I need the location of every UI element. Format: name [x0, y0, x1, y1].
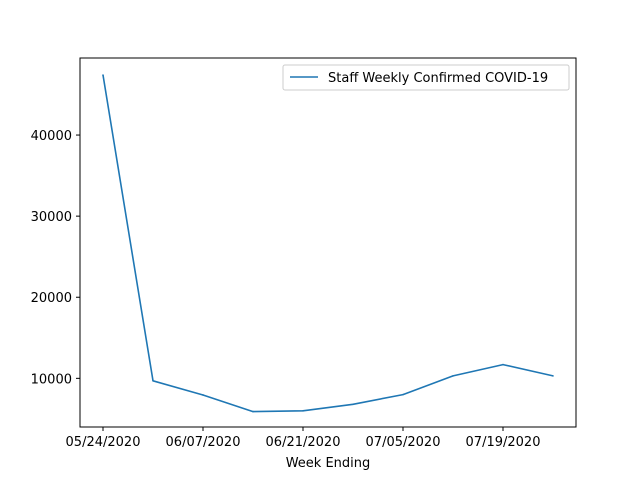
x-tick-label: 06/21/2020 [266, 435, 341, 450]
y-tick-label: 40000 [31, 129, 72, 144]
series-line [102, 74, 554, 413]
data-point [152, 379, 154, 382]
data-point [552, 375, 554, 377]
data-point [352, 403, 354, 406]
data-point [302, 409, 304, 412]
x-axis-ticks: 05/24/2020 06/07/2020 06/21/2020 07/05/2020… [66, 427, 541, 450]
x-tick-label: 05/24/2020 [66, 435, 141, 450]
legend: Staff Weekly Confirmed COVID-19 [282, 64, 570, 91]
plot-area-frame [79, 57, 577, 428]
data-point [252, 410, 254, 413]
data-point [202, 394, 204, 396]
legend-box [282, 64, 570, 91]
data-point [452, 375, 454, 377]
x-tick-label: 07/19/2020 [466, 435, 541, 450]
data-point [402, 393, 404, 396]
data-point [102, 74, 104, 76]
series-layer [102, 74, 554, 413]
x-tick-label: 06/07/2020 [166, 435, 241, 450]
legend-label: Staff Weekly Confirmed COVID-19 [328, 71, 548, 86]
data-point [502, 363, 504, 366]
x-tick-label: 07/05/2020 [366, 435, 441, 450]
y-tick-label: 20000 [31, 291, 72, 306]
x-axis-label: Week Ending [286, 456, 371, 471]
y-tick-label: 30000 [31, 210, 72, 225]
y-axis-ticks: 10000 20000 30000 40000 [31, 129, 80, 387]
y-tick-label: 10000 [31, 372, 72, 387]
